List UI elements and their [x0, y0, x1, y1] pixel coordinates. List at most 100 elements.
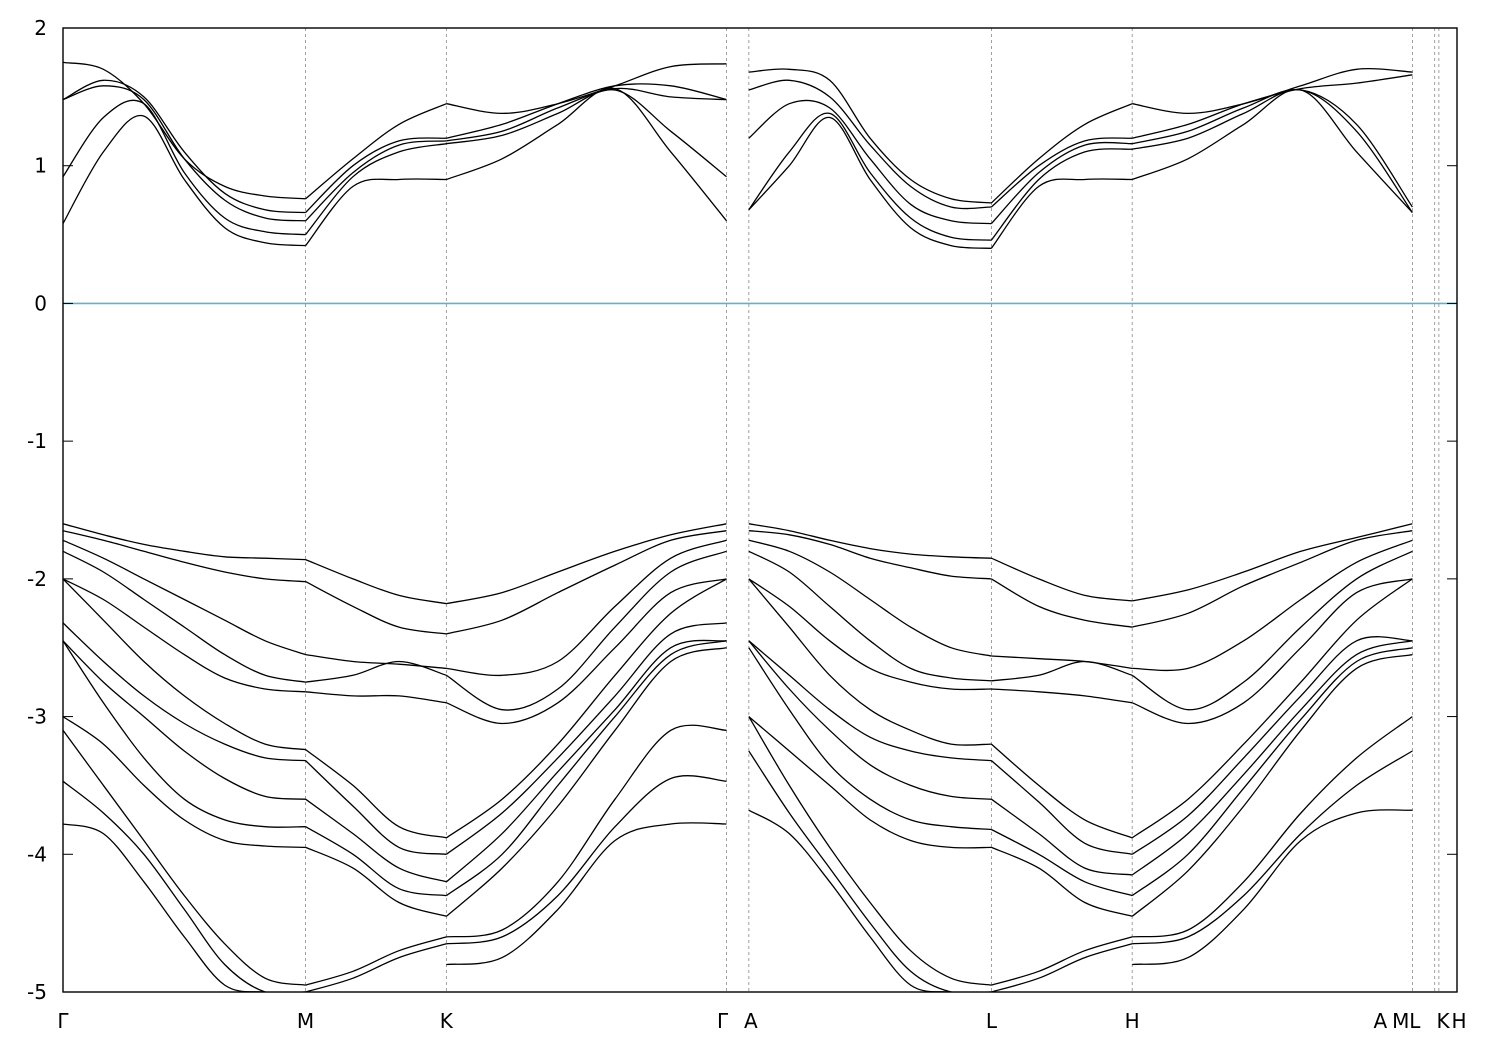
x-tick-label: Γ — [717, 1009, 729, 1033]
kpoint-gridlines — [305, 28, 1440, 992]
band-line — [1132, 530, 1413, 628]
band-line — [991, 798, 1133, 876]
band-line — [305, 826, 447, 897]
band-line — [63, 622, 306, 762]
band-line — [445, 647, 727, 917]
band-line — [305, 660, 447, 683]
band-line — [991, 936, 1133, 986]
band-line — [305, 749, 447, 839]
band-line — [63, 780, 306, 992]
y-axis-ticks: -5 -4 -3 -2 -1 0 1 2 — [27, 16, 1457, 1004]
band-line — [748, 116, 992, 249]
band-line — [1131, 578, 1413, 839]
band-line — [305, 936, 447, 986]
x-tick-label: L — [986, 1009, 998, 1033]
band-line — [748, 539, 992, 657]
band-line — [748, 550, 992, 682]
band-line — [305, 137, 447, 213]
band-line — [63, 79, 306, 214]
band-line — [1131, 88, 1413, 213]
band-line — [446, 530, 727, 635]
y-tick-label: -4 — [27, 842, 47, 866]
band-line — [991, 578, 1133, 628]
band-line — [63, 99, 306, 236]
y-tick-label: -5 — [27, 980, 47, 1004]
band-line — [748, 716, 992, 986]
band-line — [446, 822, 727, 966]
band-line — [63, 539, 306, 656]
band-line — [445, 639, 727, 883]
band-line — [990, 178, 1133, 249]
band-line — [446, 63, 727, 115]
band-line — [63, 578, 306, 693]
band-line — [991, 688, 1133, 704]
band-line — [990, 760, 1133, 855]
band-line — [748, 523, 992, 559]
band-line — [446, 622, 727, 855]
bands — [63, 61, 1413, 992]
band-line — [305, 943, 447, 992]
x-tick-label: A — [744, 1009, 758, 1033]
y-tick-label: -3 — [27, 705, 47, 729]
band-line — [63, 550, 306, 683]
band-line — [446, 89, 727, 178]
band-line — [305, 140, 447, 222]
band-line — [1131, 636, 1413, 855]
band-line — [305, 653, 447, 670]
band-line — [1132, 539, 1413, 672]
band-line — [305, 760, 447, 855]
band-line — [63, 823, 306, 992]
band-line — [446, 640, 727, 897]
x-tick-label: K — [1436, 1009, 1450, 1033]
band-line — [748, 578, 992, 691]
band-line — [991, 660, 1133, 682]
band-line — [305, 558, 447, 605]
band-line — [748, 578, 992, 746]
y-tick-label: 2 — [34, 16, 47, 40]
band-line — [1132, 89, 1413, 213]
band-line — [305, 798, 447, 883]
plot-frame — [62, 27, 1458, 993]
band-line — [63, 530, 306, 583]
band-line — [446, 578, 727, 725]
band-line — [63, 114, 306, 247]
band-line — [1131, 550, 1413, 711]
band-line — [446, 83, 727, 139]
band-line — [63, 640, 306, 800]
band-line — [990, 743, 1133, 839]
x-tick-label: K — [440, 1009, 454, 1033]
band-line — [63, 716, 306, 849]
band-line — [990, 148, 1133, 241]
band-line — [305, 178, 447, 247]
band-line — [446, 775, 727, 945]
band-line — [748, 530, 992, 580]
band-line — [305, 846, 447, 917]
band-line — [748, 640, 992, 762]
band-line — [1132, 809, 1413, 966]
band-line — [991, 943, 1133, 992]
band-line — [748, 809, 992, 992]
band-line — [63, 85, 306, 222]
band-line — [446, 578, 727, 839]
band-line — [446, 539, 727, 677]
x-tick-label: A — [1374, 1009, 1388, 1033]
band-line — [748, 79, 992, 210]
band-line — [63, 61, 306, 200]
band-line — [446, 724, 727, 938]
band-line — [63, 578, 306, 751]
y-tick-label: 1 — [34, 154, 47, 178]
band-line — [446, 87, 728, 222]
band-line — [990, 141, 1133, 225]
band-line — [1131, 640, 1413, 876]
band-line — [305, 691, 447, 704]
band-line — [748, 750, 992, 992]
band-line — [748, 647, 992, 831]
band-line — [446, 87, 727, 142]
x-tick-label: M — [1392, 1009, 1409, 1033]
x-tick-label: Γ — [57, 1009, 69, 1033]
band-line — [991, 557, 1133, 602]
band-line — [1132, 74, 1413, 139]
band-line — [305, 103, 447, 200]
band-line — [991, 828, 1133, 897]
